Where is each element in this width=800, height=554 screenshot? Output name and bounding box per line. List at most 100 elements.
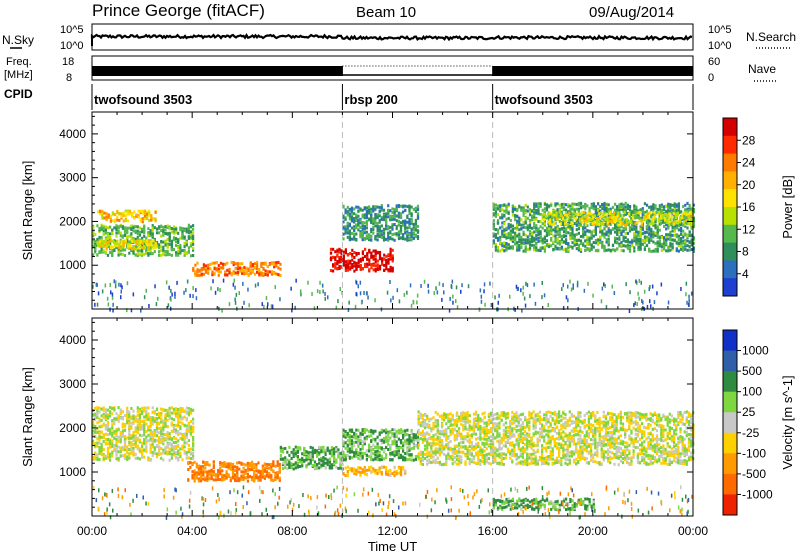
cell — [94, 428, 97, 432]
cell — [686, 244, 689, 248]
cell — [153, 451, 156, 455]
cell — [674, 221, 677, 225]
cell — [119, 435, 122, 439]
cell — [622, 236, 625, 240]
cell — [134, 237, 137, 241]
cell — [386, 290, 389, 295]
cell — [141, 246, 144, 250]
cell — [175, 244, 178, 247]
cell — [131, 240, 134, 243]
cell — [606, 223, 609, 227]
cell — [126, 412, 129, 416]
cell — [520, 244, 523, 248]
cell — [92, 424, 95, 428]
cell — [610, 220, 614, 224]
cell — [387, 209, 390, 213]
cell — [406, 205, 409, 209]
cell — [164, 408, 167, 412]
cell — [234, 300, 237, 305]
cell — [588, 209, 591, 213]
cell — [562, 202, 566, 206]
cell — [548, 204, 551, 208]
cell — [117, 250, 120, 254]
cell — [677, 224, 680, 228]
cell — [175, 430, 178, 434]
cell — [628, 227, 632, 231]
cell — [537, 212, 540, 216]
cell — [414, 225, 417, 229]
cell — [177, 413, 180, 417]
cell — [607, 230, 610, 234]
cell — [177, 231, 180, 235]
cell — [94, 248, 97, 251]
cell — [577, 246, 580, 250]
cell — [610, 213, 614, 217]
cell — [145, 448, 148, 452]
cell — [505, 234, 508, 238]
cell — [359, 291, 362, 296]
cell — [217, 287, 219, 292]
cell — [399, 231, 403, 235]
cell — [106, 428, 110, 432]
cell — [649, 299, 651, 304]
cell — [277, 273, 280, 277]
cell — [148, 304, 150, 308]
cell — [622, 227, 625, 231]
cell — [107, 243, 110, 247]
cell — [623, 210, 626, 214]
cell — [185, 453, 188, 457]
cell — [113, 436, 116, 440]
cell — [329, 251, 333, 255]
cell — [122, 219, 125, 223]
cell — [164, 418, 167, 422]
cell — [638, 278, 641, 283]
cell — [511, 245, 514, 249]
cell — [197, 479, 200, 483]
cell — [383, 257, 386, 261]
cell — [548, 243, 551, 247]
cell — [136, 235, 139, 239]
cell — [391, 215, 394, 219]
cell — [189, 457, 193, 460]
cell — [614, 202, 617, 206]
cell — [170, 247, 173, 251]
cell — [601, 233, 604, 237]
cell — [191, 476, 194, 480]
cell — [96, 282, 98, 287]
cell — [353, 237, 356, 241]
cell — [624, 205, 627, 209]
cell — [507, 224, 510, 228]
cell — [148, 245, 151, 249]
cell — [344, 216, 347, 220]
cell — [145, 409, 148, 413]
cell — [157, 296, 159, 301]
cell — [365, 211, 368, 215]
cell — [374, 224, 377, 228]
cell — [359, 230, 362, 234]
cell — [138, 416, 141, 420]
cell — [582, 205, 585, 209]
cell — [542, 218, 545, 222]
cell — [650, 205, 653, 209]
cell — [526, 209, 529, 213]
cell — [659, 222, 662, 225]
cell — [217, 270, 220, 274]
cell — [614, 208, 617, 212]
cell — [361, 221, 364, 224]
cell — [172, 453, 176, 457]
cell — [111, 412, 114, 416]
cell — [590, 215, 593, 219]
cell — [170, 421, 173, 425]
cell — [631, 210, 634, 214]
cell — [607, 234, 610, 238]
cell — [109, 445, 112, 449]
cell — [123, 422, 127, 426]
cell — [183, 449, 186, 453]
cell — [635, 240, 638, 244]
cell — [489, 281, 491, 286]
cell — [179, 425, 182, 429]
cell — [389, 256, 392, 259]
cell — [109, 244, 112, 248]
cell — [141, 455, 144, 459]
cell — [690, 207, 693, 211]
